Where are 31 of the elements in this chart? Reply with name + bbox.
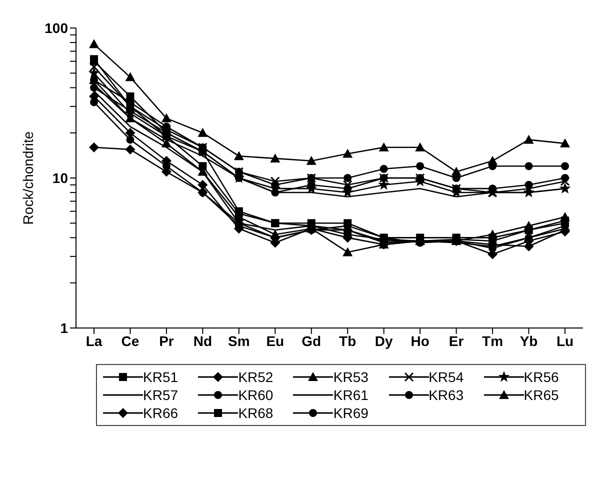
x-tick-label: Lu [556,332,574,349]
x-tick-label: Tm [482,332,504,349]
legend-label: KR60 [238,387,274,403]
y-tick-label: 1 [60,320,68,336]
x-tick-label: Nd [193,332,212,349]
x-tick-label: Eu [266,332,284,349]
legend-label: KR52 [238,369,274,385]
x-tick-label: Yb [520,332,538,349]
x-tick-label: Sm [228,332,250,349]
y-axis-title: Rock/chondrite [20,131,36,225]
x-tick-label: Gd [302,332,322,349]
legend-label: KR65 [524,387,559,403]
x-tick-label: La [86,332,102,349]
x-tick-label: Ce [121,332,140,349]
legend-label: KR51 [143,369,178,385]
legend-label: KR68 [238,405,274,421]
legend-label: KR54 [428,369,464,385]
legend-label: KR53 [333,369,368,385]
legend-label: KR56 [524,369,559,385]
y-tick-label: 100 [44,20,68,36]
x-tick-label: Tb [339,332,356,349]
x-tick-label: Ho [410,332,430,349]
legend-label: KR61 [333,387,368,403]
y-tick-label: 10 [52,170,68,186]
legend-label: KR63 [428,387,464,403]
legend-label: KR57 [143,387,178,403]
x-tick-label: Dy [374,332,394,349]
x-tick-label: Er [448,332,464,349]
legend-label: KR66 [143,405,178,421]
x-tick-label: Pr [159,332,174,349]
legend-label: KR69 [333,405,368,421]
